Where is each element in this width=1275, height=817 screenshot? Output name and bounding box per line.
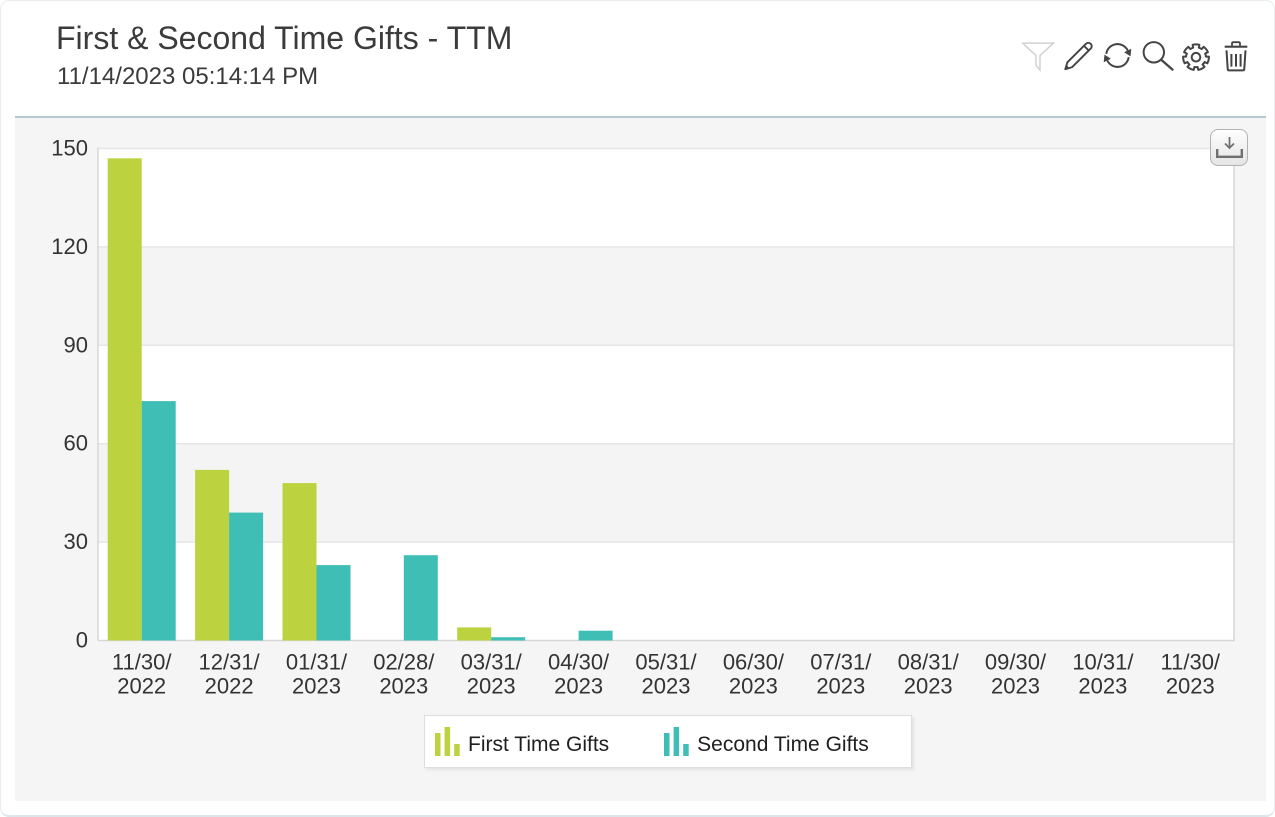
svg-text:02/28/: 02/28/ bbox=[373, 650, 435, 675]
svg-text:150: 150 bbox=[51, 136, 88, 161]
svg-text:11/30/: 11/30/ bbox=[1161, 650, 1221, 675]
svg-text:2023: 2023 bbox=[1166, 674, 1215, 699]
svg-text:2023: 2023 bbox=[467, 674, 516, 699]
svg-text:2023: 2023 bbox=[991, 674, 1040, 699]
svg-text:04/30/: 04/30/ bbox=[548, 650, 610, 675]
svg-text:30: 30 bbox=[64, 529, 88, 554]
svg-text:2023: 2023 bbox=[816, 674, 865, 699]
svg-text:11/30/: 11/30/ bbox=[112, 650, 172, 675]
svg-text:03/31/: 03/31/ bbox=[461, 650, 523, 675]
svg-text:05/31/: 05/31/ bbox=[635, 650, 697, 675]
svg-text:2023: 2023 bbox=[642, 674, 691, 699]
svg-text:06/30/: 06/30/ bbox=[723, 650, 785, 675]
svg-text:90: 90 bbox=[64, 332, 88, 357]
svg-text:120: 120 bbox=[51, 234, 88, 259]
svg-text:0: 0 bbox=[76, 628, 88, 653]
svg-text:2023: 2023 bbox=[904, 674, 953, 699]
svg-text:07/31/: 07/31/ bbox=[810, 650, 872, 675]
svg-text:08/31/: 08/31/ bbox=[898, 650, 960, 675]
svg-text:09/30/: 09/30/ bbox=[985, 650, 1047, 675]
svg-text:12/31/: 12/31/ bbox=[199, 650, 261, 675]
svg-text:2023: 2023 bbox=[1078, 674, 1127, 699]
svg-text:2023: 2023 bbox=[554, 674, 603, 699]
svg-text:60: 60 bbox=[64, 431, 88, 456]
svg-text:2022: 2022 bbox=[117, 674, 166, 699]
svg-text:2022: 2022 bbox=[205, 674, 254, 699]
svg-text:2023: 2023 bbox=[292, 674, 341, 699]
svg-text:2023: 2023 bbox=[729, 674, 778, 699]
svg-text:10/31/: 10/31/ bbox=[1072, 650, 1134, 675]
svg-text:2023: 2023 bbox=[379, 674, 428, 699]
svg-text:01/31/: 01/31/ bbox=[286, 650, 348, 675]
